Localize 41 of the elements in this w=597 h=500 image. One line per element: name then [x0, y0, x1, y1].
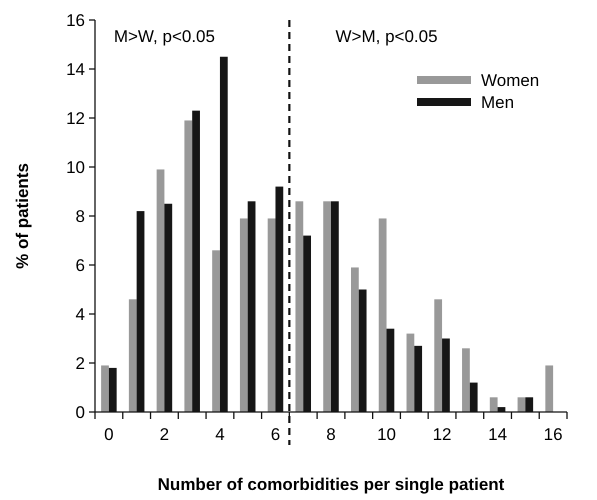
legend-label: Women — [481, 70, 540, 90]
x-tick-label: 10 — [377, 425, 396, 444]
bar — [295, 201, 304, 412]
y-tick-label: 0 — [76, 402, 85, 422]
bar — [212, 250, 220, 412]
bar — [545, 365, 554, 412]
bar — [128, 299, 137, 412]
annotation: W>M, p<0.05 — [336, 27, 438, 46]
x-tick-label: 0 — [104, 425, 114, 444]
x-tick-label: 12 — [432, 425, 452, 444]
bar — [101, 365, 109, 412]
bar — [490, 397, 498, 412]
x-tick-label: 16 — [544, 425, 563, 444]
bar — [518, 397, 526, 412]
y-tick-label: 4 — [76, 304, 85, 324]
bar — [240, 218, 248, 412]
bar — [323, 201, 331, 412]
bar — [434, 299, 442, 412]
x-tick-label: 14 — [488, 425, 508, 444]
x-tick-label: 2 — [160, 425, 170, 444]
bar — [184, 120, 192, 412]
bar — [462, 348, 470, 412]
y-tick-label: 10 — [66, 158, 85, 177]
x-axis-title: Number of comorbidities per single patient — [158, 475, 505, 494]
y-tick-label: 16 — [66, 10, 85, 30]
y-tick-label: 6 — [76, 256, 85, 275]
bar — [156, 169, 164, 412]
y-axis-title: % of patients — [13, 163, 32, 269]
y-tick-label: 2 — [76, 354, 85, 373]
x-tick-label: 6 — [270, 425, 280, 444]
bar — [378, 218, 387, 412]
bar — [406, 334, 414, 412]
x-tick-label: 4 — [215, 425, 225, 444]
y-tick-label: 12 — [66, 108, 85, 128]
bar — [268, 218, 276, 412]
y-tick-label: 8 — [76, 206, 85, 226]
legend-label: Men — [481, 92, 514, 112]
bar — [350, 267, 359, 412]
y-tick-label: 14 — [66, 60, 85, 79]
annotation: M>W, p<0.05 — [114, 27, 215, 46]
x-tick-label: 8 — [326, 425, 336, 444]
